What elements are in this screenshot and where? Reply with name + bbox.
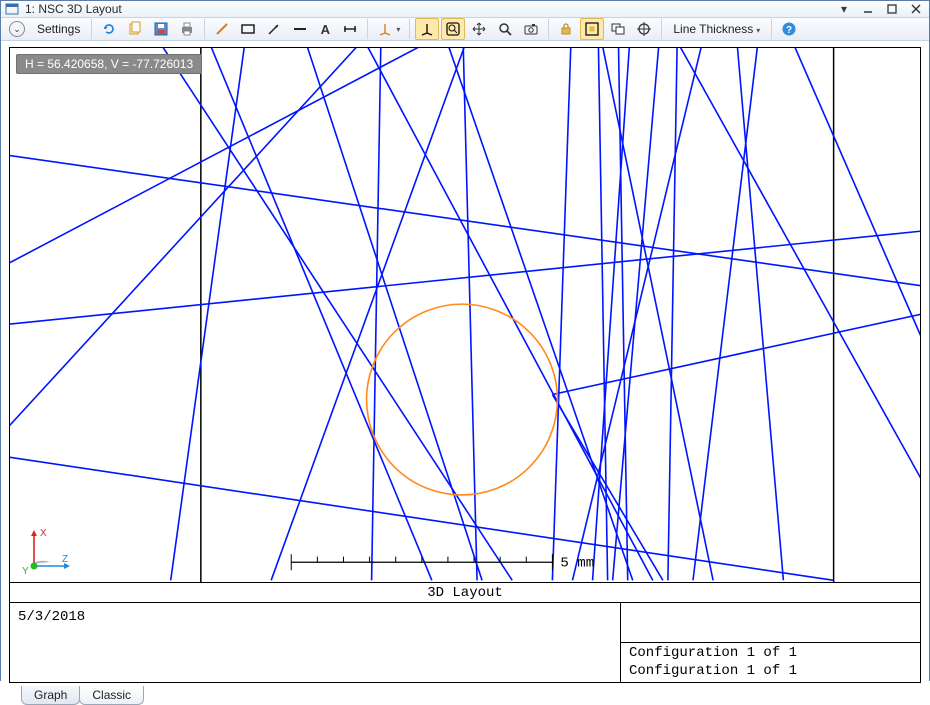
orbit-icon[interactable] xyxy=(415,18,439,40)
pan-icon[interactable] xyxy=(467,18,491,40)
content-area: 5 mm H = 56.420658, V = -77.726013 X Z Y… xyxy=(1,41,929,705)
lock-icon[interactable] xyxy=(554,18,578,40)
axis-triad: X Z Y xyxy=(18,520,74,576)
tab-strip: Graph Classic xyxy=(9,683,921,705)
line-thickness-menu[interactable]: Line Thickness xyxy=(667,22,766,36)
camera-icon[interactable] xyxy=(519,18,543,40)
scene-svg: 5 mm xyxy=(10,48,920,582)
windows-icon[interactable] xyxy=(606,18,630,40)
settings-button[interactable]: Settings xyxy=(31,22,86,36)
window-icon xyxy=(5,2,19,16)
axis-z-label: Z xyxy=(62,554,68,565)
print-icon[interactable] xyxy=(175,18,199,40)
target-icon[interactable] xyxy=(632,18,656,40)
info-date: 5/3/2018 xyxy=(10,603,620,682)
text-icon[interactable]: A xyxy=(314,18,336,40)
rectangle-icon[interactable] xyxy=(236,18,260,40)
info-config: Configuration 1 of 1 Configuration 1 of … xyxy=(620,643,920,682)
coord-readout: H = 56.420658, V = -77.726013 xyxy=(16,54,202,74)
arrow-icon[interactable] xyxy=(262,18,286,40)
minimize-button[interactable] xyxy=(859,1,877,17)
refresh-icon[interactable] xyxy=(97,18,121,40)
zoom-box-icon[interactable] xyxy=(441,18,465,40)
window-title: 1: NSC 3D Layout xyxy=(25,2,122,16)
svg-text:?: ? xyxy=(786,25,792,36)
tab-graph[interactable]: Graph xyxy=(21,686,80,705)
viewport-3d[interactable]: 5 mm H = 56.420658, V = -77.726013 X Z Y xyxy=(10,48,920,582)
titlebar: 1: NSC 3D Layout ▾ xyxy=(1,1,929,18)
tab-classic[interactable]: Classic xyxy=(79,686,144,705)
layout-caption: 3D Layout xyxy=(10,582,920,602)
save-icon[interactable] xyxy=(149,18,173,40)
zoom-icon[interactable] xyxy=(493,18,517,40)
copy-icon[interactable] xyxy=(123,18,147,40)
info-blank xyxy=(620,603,920,643)
dropdown-button[interactable]: ▾ xyxy=(835,1,853,17)
canvas-frame: 5 mm H = 56.420658, V = -77.726013 X Z Y… xyxy=(9,47,921,683)
close-button[interactable] xyxy=(907,1,925,17)
measure-icon[interactable] xyxy=(338,18,362,40)
pencil-icon[interactable] xyxy=(210,18,234,40)
axis-y-label: Y xyxy=(22,566,29,576)
help-icon[interactable]: ? xyxy=(777,18,801,40)
maximize-button[interactable] xyxy=(883,1,901,17)
axis-tool-icon[interactable] xyxy=(373,18,404,40)
axis-x-label: X xyxy=(40,528,47,539)
svg-text:5 mm: 5 mm xyxy=(560,555,594,571)
toolbar: ⌄ Settings A Line Thickness ? xyxy=(1,18,929,41)
expand-button[interactable]: ⌄ xyxy=(5,18,29,40)
fit-icon[interactable] xyxy=(580,18,604,40)
line-icon[interactable] xyxy=(288,18,312,40)
info-panel: 5/3/2018 Configuration 1 of 1 Configurat… xyxy=(10,602,920,682)
